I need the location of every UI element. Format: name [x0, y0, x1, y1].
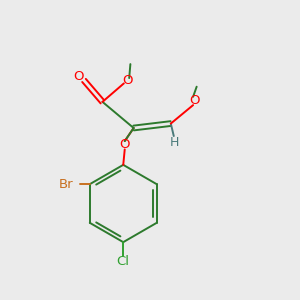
Text: H: H	[170, 136, 179, 149]
Text: O: O	[122, 74, 133, 87]
Text: O: O	[189, 94, 200, 107]
Text: O: O	[74, 70, 84, 83]
Text: Br: Br	[59, 178, 74, 191]
Text: O: O	[119, 138, 130, 151]
Text: Cl: Cl	[117, 255, 130, 268]
